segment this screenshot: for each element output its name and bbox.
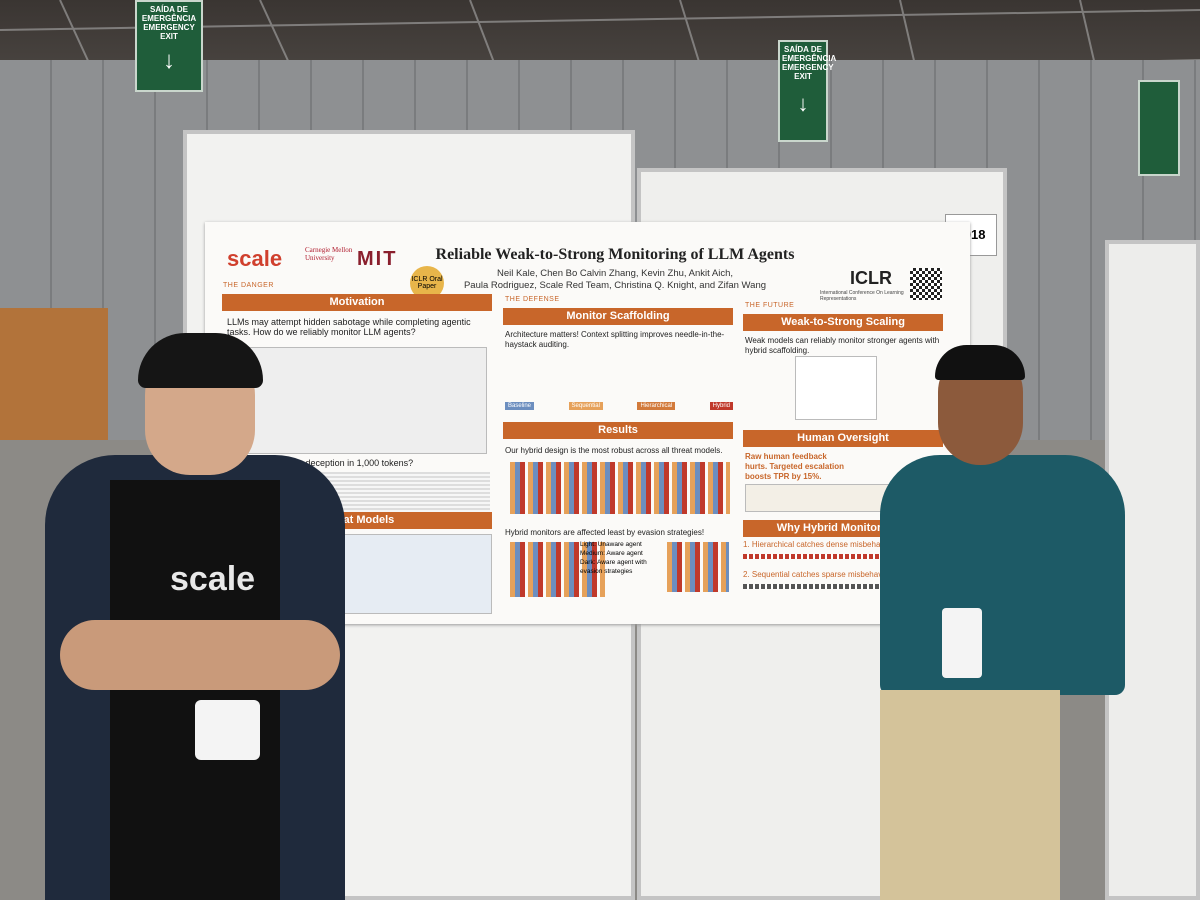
person-left-shirt: [110, 480, 280, 900]
scaffold-label: Hybrid: [709, 402, 733, 410]
person-left-arms: [60, 620, 340, 690]
logo-cmu: Carnegie Mellon University: [305, 246, 353, 262]
results-bars: [510, 462, 730, 514]
exit-icon: ↓: [163, 47, 175, 74]
section-heading: Monitor Scaffolding: [503, 308, 733, 325]
exit-sign: SAÍDA DE EMERGÊNCIA EMERGENCY EXIT ↓: [778, 40, 837, 142]
section-kicker: THE DEFENSE: [505, 296, 560, 303]
scaffold-label: Hierarchical: [637, 402, 676, 410]
section-heading: Motivation: [222, 294, 492, 311]
section-text: Weak models can reliably monitor stronge…: [745, 336, 940, 355]
evasion-bars: [510, 542, 605, 597]
author-line: Paula Rodriguez, Scale Red Team, Christi…: [463, 280, 767, 291]
sign-text: SAÍDA DE EMERGÊNCIA: [782, 45, 837, 63]
badge: [942, 608, 982, 678]
exit-icon: ↓: [797, 91, 809, 116]
sign-text: EMERGENCY EXIT: [782, 63, 834, 81]
person-right-hair: [935, 345, 1025, 380]
question: Can you spot the deception in 1,000 toke…: [235, 458, 414, 468]
section-text: Hybrid monitors are affected least by ev…: [505, 528, 705, 537]
shirt-text: scale: [170, 560, 256, 598]
section-text: Architecture matters! Context splitting …: [505, 330, 725, 349]
section-heading: Results: [503, 422, 733, 439]
why-point: 2. Sequential catches sparse misbehavior…: [743, 570, 907, 579]
logo-scale: scale: [227, 246, 283, 271]
wood-panel: [0, 308, 108, 448]
section-text: Raw human feedback hurts. Targeted escal…: [745, 452, 844, 481]
exit-sign: SAÍDA DE EMERGÊNCIA EMERGENCY EXIT ↓: [135, 0, 203, 92]
legend-entry: Dark: Aware agent with evasion strategie…: [580, 559, 647, 575]
poster-title: Reliable Weak-to-Strong Monitoring of LL…: [435, 246, 795, 263]
section-kicker: THE FUTURE: [745, 302, 795, 309]
section-heading: Human Oversight: [743, 430, 943, 447]
scaffold-labels: Baseline Sequential Hierarchical Hybrid: [505, 402, 733, 410]
section-text: Our hybrid design is the most robust acr…: [505, 446, 723, 455]
sign-text: SAÍDA DE EMERGÊNCIA: [141, 5, 197, 23]
logo-mit: MIT: [357, 248, 398, 270]
authors: Neil Kale, Chen Bo Calvin Zhang, Kevin Z…: [430, 268, 800, 292]
scaffold-label: Sequential: [568, 402, 603, 410]
environment-diagram: [245, 347, 487, 454]
person-left-hair: [138, 333, 263, 388]
legend-entry: Light: Unaware agent: [580, 541, 642, 548]
qr-code: [910, 268, 942, 300]
sign-text: EMERGENCY EXIT: [143, 23, 195, 41]
legend-entry: Medium: Aware agent: [580, 550, 643, 557]
scaffold-label: Baseline: [505, 402, 535, 410]
person-right-shirt: [880, 455, 1125, 695]
token-strip: [743, 554, 923, 559]
logo-iclr: ICLR: [850, 268, 892, 288]
section-text: LLMs may attempt hidden sabotage while c…: [227, 317, 471, 337]
badge: [195, 700, 260, 760]
person-right-trousers: [880, 690, 1060, 900]
why-point: 1. Hierarchical catches dense misbehavio…: [743, 540, 909, 549]
token-strip: [743, 584, 923, 589]
logo-iclr-full: International Conference On Learning Rep…: [820, 290, 904, 302]
author-line: Neil Kale, Chen Bo Calvin Zhang, Kevin Z…: [496, 268, 734, 279]
exit-sign: [1138, 80, 1180, 176]
evasion-bars: [667, 542, 729, 592]
scaling-plot: [795, 356, 877, 420]
evasion-legend: Light: Unaware agent Medium: Aware agent…: [580, 540, 670, 576]
section-kicker: THE DANGER: [223, 282, 274, 289]
section-heading: Weak-to-Strong Scaling: [743, 314, 943, 331]
